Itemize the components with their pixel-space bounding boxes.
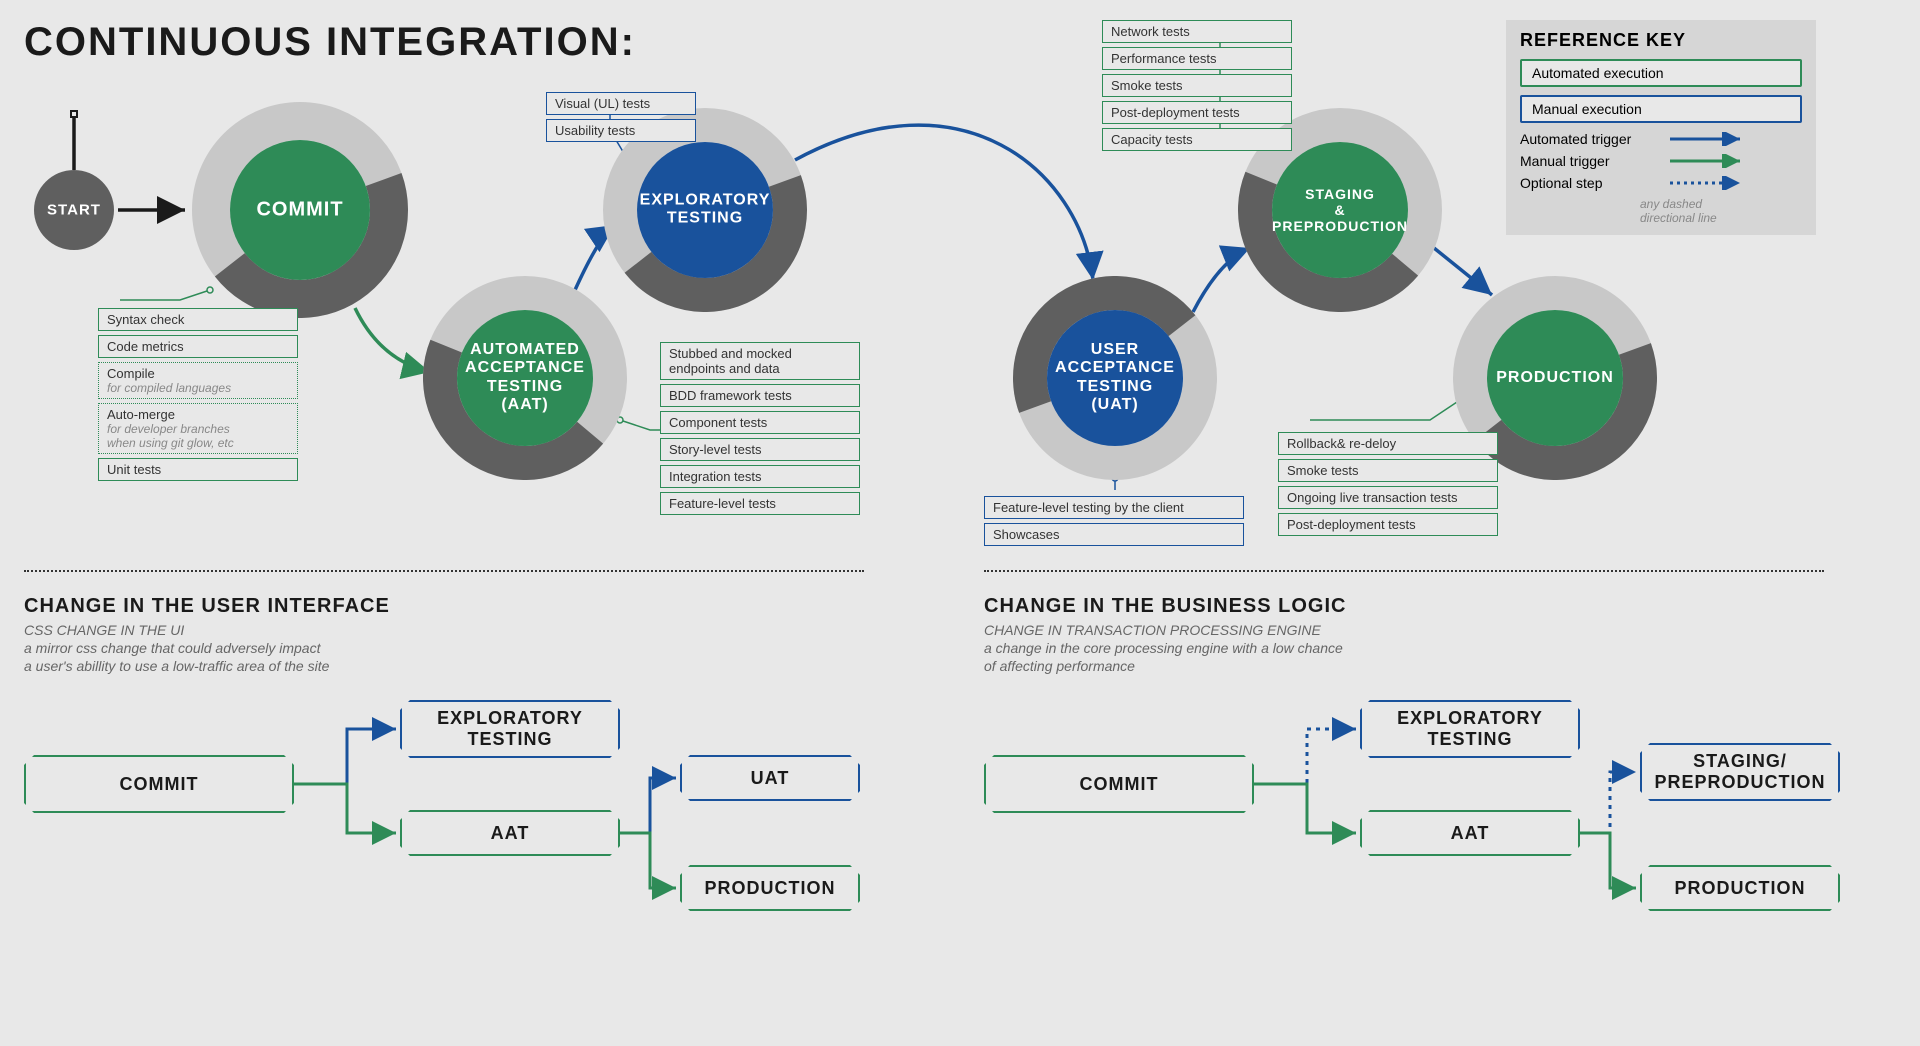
node-uat: USERACCEPTANCETESTING(UAT) [1013, 276, 1217, 480]
tag-group-uat_tags: Feature-level testing by the client Showc… [984, 496, 1244, 546]
tag-aat_tags-1: BDD framework tests [660, 384, 860, 407]
divider-1 [984, 570, 1824, 572]
tag-staging_tags-3: Post-deployment tests [1102, 101, 1292, 124]
tag-commit_tags-3: Auto-mergefor developer brancheswhen usi… [98, 403, 298, 454]
scenario-left-sub: CSS CHANGE IN THE UIa mirror css change … [24, 621, 329, 676]
scenario-right-title: CHANGE IN THE BUSINESS LOGIC [984, 595, 1346, 618]
tag-staging_tags-1: Performance tests [1102, 47, 1292, 70]
node-staging-label: STAGING&PREPRODUCTION [1272, 186, 1408, 234]
scenario-left-box-production: PRODUCTION [680, 865, 860, 911]
scenario-left-box-aat: AAT [400, 810, 620, 856]
tag-aat_tags-4: Integration tests [660, 465, 860, 488]
scenario-right-sub: CHANGE IN TRANSACTION PROCESSING ENGINEa… [984, 621, 1343, 676]
scenario-left-box-commit: COMMIT [24, 755, 294, 813]
tag-production_tags-0: Rollback& re-deloy [1278, 432, 1498, 455]
tag-aat_tags-5: Feature-level tests [660, 492, 860, 515]
tag-exploratory_tags-0: Visual (UL) tests [546, 92, 696, 115]
tag-uat_tags-0: Feature-level testing by the client [984, 496, 1244, 519]
legend-row-1: Manual trigger [1520, 153, 1802, 169]
node-aat-label: AUTOMATEDACCEPTANCETESTING(AAT) [465, 341, 585, 415]
scenario-left-box-exploratory: EXPLORATORYTESTING [400, 700, 620, 758]
tag-exploratory_tags-1: Usability tests [546, 119, 696, 142]
node-start-label: START [47, 201, 101, 218]
tag-group-production_tags: Rollback& re-deloy Smoke tests Ongoing liv… [1278, 432, 1498, 536]
divider-0 [24, 570, 864, 572]
node-start: START [34, 170, 114, 250]
scenario-right-box-exploratory: EXPLORATORYTESTING [1360, 700, 1580, 758]
legend-sub: any dasheddirectional line [1640, 197, 1802, 225]
tag-commit_tags-1: Code metrics [98, 335, 298, 358]
scenario-right-box-staging: STAGING/PREPRODUCTION [1640, 743, 1840, 801]
scenario-left-title: CHANGE IN THE USER INTERFACE [24, 595, 390, 618]
tag-commit_tags-0: Syntax check [98, 308, 298, 331]
tag-commit_tags-2: Compilefor compiled languages [98, 362, 298, 399]
node-commit: COMMIT [192, 102, 408, 318]
node-exploratory-label: EXPLORATORYTESTING [640, 192, 771, 229]
tag-production_tags-2: Ongoing live transaction tests [1278, 486, 1498, 509]
tag-group-aat_tags: Stubbed and mockedendpoints and data BDD … [660, 342, 860, 515]
tag-aat_tags-3: Story-level tests [660, 438, 860, 461]
tag-uat_tags-1: Showcases [984, 523, 1244, 546]
tag-staging_tags-4: Capacity tests [1102, 128, 1292, 151]
node-aat: AUTOMATEDACCEPTANCETESTING(AAT) [423, 276, 627, 480]
legend-pill-1: Manual execution [1520, 95, 1802, 123]
tag-staging_tags-2: Smoke tests [1102, 74, 1292, 97]
tag-aat_tags-0: Stubbed and mockedendpoints and data [660, 342, 860, 380]
node-uat-label: USERACCEPTANCETESTING(UAT) [1055, 341, 1175, 415]
tag-commit_tags-4: Unit tests [98, 458, 298, 481]
node-commit-label: COMMIT [256, 199, 343, 222]
legend-row-2: Optional step [1520, 175, 1802, 191]
legend: REFERENCE KEY Automated execution Manual e… [1506, 20, 1816, 235]
legend-title: REFERENCE KEY [1520, 30, 1802, 51]
tag-group-staging_tags: Network tests Performance tests Smoke test… [1102, 20, 1292, 151]
legend-row-0: Automated trigger [1520, 131, 1802, 147]
scenario-right-box-production: PRODUCTION [1640, 865, 1840, 911]
start-marker [70, 110, 78, 118]
page-title: CONTINUOUS INTEGRATION: [24, 20, 636, 65]
tag-aat_tags-2: Component tests [660, 411, 860, 434]
scenario-right-box-commit: COMMIT [984, 755, 1254, 813]
node-production-label: PRODUCTION [1496, 369, 1614, 387]
legend-pill-0: Automated execution [1520, 59, 1802, 87]
tag-group-commit_tags: Syntax check Code metrics Compilefor compi… [98, 308, 298, 481]
scenario-right-box-aat: AAT [1360, 810, 1580, 856]
tag-staging_tags-0: Network tests [1102, 20, 1292, 43]
tag-production_tags-1: Smoke tests [1278, 459, 1498, 482]
tag-group-exploratory_tags: Visual (UL) tests Usability tests [546, 92, 696, 142]
tag-production_tags-3: Post-deployment tests [1278, 513, 1498, 536]
scenario-left-box-uat: UAT [680, 755, 860, 801]
